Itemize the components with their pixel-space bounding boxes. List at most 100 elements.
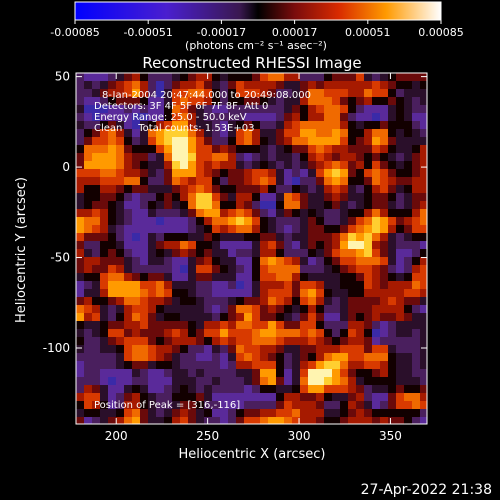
heatmap-cell <box>204 393 213 402</box>
heatmap-cell <box>220 257 229 266</box>
heatmap-cell <box>220 409 229 418</box>
heatmap-cell <box>340 417 349 424</box>
heatmap-cell <box>252 81 261 90</box>
heatmap-cell <box>140 337 149 346</box>
heatmap-cell <box>188 345 197 354</box>
heatmap-cell <box>236 201 245 210</box>
heatmap-cell <box>196 289 205 298</box>
heatmap-cell <box>308 193 317 202</box>
heatmap-cell <box>324 137 333 146</box>
heatmap-cell <box>348 385 357 394</box>
heatmap-cell <box>332 409 341 418</box>
heatmap-cell <box>76 385 85 394</box>
heatmap-cell <box>276 105 285 114</box>
heatmap-cell <box>236 385 245 394</box>
heatmap-cell <box>380 417 389 424</box>
heatmap-cell <box>324 329 333 338</box>
heatmap-cell <box>324 361 333 370</box>
heatmap-cell <box>196 113 205 122</box>
heatmap-cell <box>148 265 157 274</box>
heatmap-cell <box>244 97 253 106</box>
heatmap-cell <box>220 313 229 322</box>
heatmap-cell <box>236 401 245 410</box>
heatmap-cell <box>348 201 357 210</box>
heatmap-cell <box>148 329 157 338</box>
heatmap-cell <box>92 377 101 386</box>
heatmap-cell <box>196 105 205 114</box>
heatmap-cell <box>108 361 117 370</box>
heatmap-cell <box>276 97 285 106</box>
heatmap-cell <box>244 89 253 98</box>
heatmap-cell <box>148 177 157 186</box>
heatmap-cell <box>156 145 165 154</box>
heatmap-cell <box>340 289 349 298</box>
heatmap-cell <box>244 81 253 90</box>
heatmap-cell <box>420 225 427 234</box>
heatmap-cell <box>404 97 413 106</box>
heatmap-cell <box>116 209 125 218</box>
heatmap-cell <box>364 377 373 386</box>
heatmap-cell <box>388 401 397 410</box>
heatmap-cell <box>316 121 325 130</box>
heatmap-cell <box>140 409 149 418</box>
heatmap-cell <box>228 417 237 424</box>
heatmap-cell <box>332 185 341 194</box>
heatmap-cell <box>84 265 93 274</box>
heatmap-cell <box>172 337 181 346</box>
heatmap-cell <box>156 409 165 418</box>
heatmap-cell <box>180 281 189 290</box>
heatmap-cell <box>332 97 341 106</box>
heatmap-cell <box>260 137 269 146</box>
heatmap-cell <box>188 153 197 162</box>
heatmap-cell <box>244 369 253 378</box>
heatmap-cell <box>220 249 229 258</box>
heatmap-cell <box>348 225 357 234</box>
heatmap-cell <box>308 249 317 258</box>
heatmap-cell <box>396 257 405 266</box>
heatmap-cell <box>148 377 157 386</box>
heatmap-cell <box>364 289 373 298</box>
heatmap-cell <box>156 393 165 402</box>
heatmap-cell <box>292 313 301 322</box>
heatmap-cell <box>236 81 245 90</box>
heatmap-cell <box>388 329 397 338</box>
heatmap-cell <box>300 305 309 314</box>
heatmap-cell <box>244 241 253 250</box>
heatmap-cell <box>228 209 237 218</box>
heatmap-cell <box>292 177 301 186</box>
heatmap-cell <box>124 113 133 122</box>
heatmap-cell <box>76 217 85 226</box>
heatmap-cell <box>396 169 405 178</box>
heatmap-cell <box>132 297 141 306</box>
heatmap-cell <box>164 185 173 194</box>
heatmap-cell <box>292 345 301 354</box>
heatmap-cell <box>156 361 165 370</box>
heatmap-cell <box>276 249 285 258</box>
heatmap-cell <box>236 329 245 338</box>
heatmap-cell <box>84 105 93 114</box>
heatmap-cell <box>244 129 253 138</box>
heatmap-cell <box>388 177 397 186</box>
heatmap-cell <box>420 297 427 306</box>
heatmap-cell <box>100 193 109 202</box>
heatmap-cell <box>332 153 341 162</box>
heatmap-cell <box>132 393 141 402</box>
heatmap-cell <box>108 129 117 138</box>
heatmap-cell <box>252 177 261 186</box>
heatmap-cell <box>252 289 261 298</box>
heatmap-cell <box>276 153 285 162</box>
heatmap-cell <box>308 337 317 346</box>
heatmap-cell <box>124 377 133 386</box>
heatmap-cell <box>156 161 165 170</box>
heatmap-cell <box>396 209 405 218</box>
heatmap-cell <box>132 129 141 138</box>
heatmap-cell <box>92 201 101 210</box>
heatmap-cell <box>220 377 229 386</box>
heatmap-cell <box>340 105 349 114</box>
heatmap-cell <box>388 73 397 82</box>
heatmap-cell <box>396 81 405 90</box>
heatmap-cell <box>220 89 229 98</box>
heatmap-cell <box>300 201 309 210</box>
heatmap-cell <box>340 249 349 258</box>
heatmap-cell <box>348 153 357 162</box>
